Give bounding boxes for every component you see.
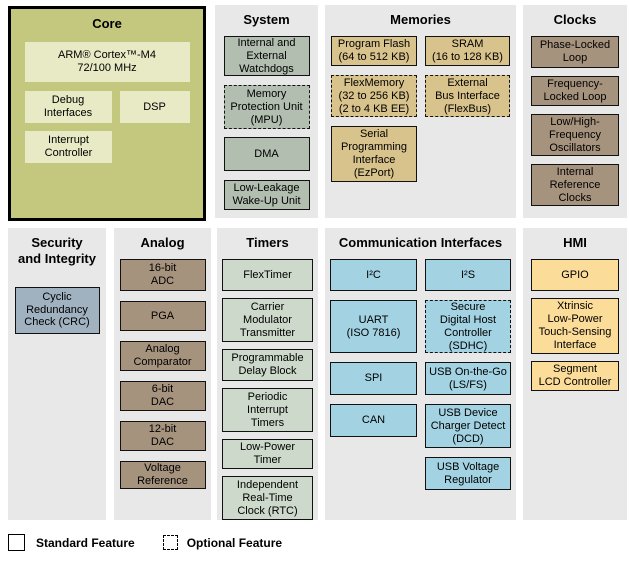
low-leakage-wake-up-unit-block: Low-Leakage Wake-Up Unit — [223, 180, 310, 211]
periodic-interrupt-timers-block: Periodic Interrupt Timers — [222, 388, 313, 433]
xtrinsic-touch-sensing-block: Xtrinsic Low-Power Touch-Sensing Interfa… — [531, 298, 619, 355]
panel-hmi: HMI GPIO Xtrinsic Low-Power Touch-Sensin… — [523, 228, 627, 520]
external-bus-interface-block: External Bus Interface (FlexBus) — [425, 75, 510, 118]
panel-memories: Memories Program Flash (64 to 512 KB) Fl… — [325, 5, 516, 218]
flextimer-block: FlexTimer — [222, 259, 313, 292]
dac-6bit-block: 6-bit DAC — [119, 381, 206, 412]
frequency-locked-loop-block: Frequency- Locked Loop — [531, 76, 619, 107]
panel-communication-interfaces: Communication Interfaces I²C UART (ISO 7… — [325, 228, 516, 520]
i2s-block: I²S — [425, 259, 511, 292]
analog-panel-title: Analog — [140, 235, 185, 250]
phase-locked-loop-block: Phase-Locked Loop — [531, 36, 619, 69]
memories-left-column: Program Flash (64 to 512 KB) FlexMemory … — [331, 36, 417, 183]
dsp-block: DSP — [119, 91, 190, 124]
carrier-modulator-transmitter-block: Carrier Modulator Transmitter — [222, 298, 313, 343]
internal-reference-clocks-block: Internal Reference Clocks — [531, 164, 619, 207]
dac-12bit-block: 12-bit DAC — [119, 421, 206, 452]
can-block: CAN — [330, 404, 417, 438]
usb-voltage-regulator-block: USB Voltage Regulator — [425, 457, 511, 491]
panel-clocks: Clocks Phase-Locked Loop Frequency- Lock… — [523, 5, 627, 218]
flexmemory-block: FlexMemory (32 to 256 KB) (2 to 4 KB EE) — [331, 75, 417, 118]
comm-right-column: I²S Secure Digital Host Controller (SDHC… — [425, 259, 511, 491]
gpio-block: GPIO — [531, 259, 619, 292]
debug-interfaces-block: Debug Interfaces — [24, 91, 112, 124]
panel-system: System Internal and External Watchdogs M… — [215, 5, 318, 218]
hmi-panel-title: HMI — [563, 235, 587, 250]
comm-left-column: I²C UART (ISO 7816) SPI CAN — [330, 259, 417, 490]
voltage-reference-block: Voltage Reference — [119, 461, 206, 490]
i2c-block: I²C — [330, 259, 417, 292]
standard-feature-label: Standard Feature — [36, 535, 135, 550]
panel-security: Security and Integrity Cyclic Redundancy… — [8, 228, 106, 520]
adc-16bit-block: 16-bit ADC — [119, 259, 206, 292]
optional-feature-label: Optional Feature — [186, 535, 283, 550]
uart-block: UART (ISO 7816) — [330, 300, 417, 354]
optional-feature-swatch — [162, 535, 178, 550]
panel-timers: Timers FlexTimer Carrier Modulator Trans… — [217, 228, 318, 521]
programmable-delay-block: Programmable Delay Block — [222, 349, 313, 382]
comm-panel-title: Communication Interfaces — [338, 235, 503, 250]
sram-block: SRAM (16 to 128 KB) — [425, 36, 510, 67]
segment-lcd-controller-block: Segment LCD Controller — [531, 361, 619, 392]
memories-right-column: SRAM (16 to 128 KB) External Bus Interfa… — [425, 36, 510, 182]
oscillators-block: Low/High- Frequency Oscillators — [531, 114, 619, 157]
core-panel-title: Core — [92, 16, 122, 31]
panel-core: Core ARM® Cortex™-M4 72/100 MHz Debug In… — [8, 6, 206, 221]
rtc-block: Independent Real-Time Clock (RTC) — [222, 476, 313, 521]
system-panel-title: System — [243, 12, 290, 27]
standard-feature-swatch — [8, 534, 25, 551]
memories-panel-title: Memories — [390, 12, 451, 27]
core-row: Debug Interfaces DSP — [24, 91, 190, 124]
usb-otg-block: USB On-the-Go (LS/FS) — [425, 362, 511, 396]
arm-cortex-m4-block: ARM® Cortex™-M4 72/100 MHz — [24, 42, 190, 83]
panel-analog: Analog 16-bit ADC PGA Analog Comparator … — [114, 228, 211, 520]
sdhc-block: Secure Digital Host Controller (SDHC) — [425, 300, 511, 354]
memories-columns: Program Flash (64 to 512 KB) FlexMemory … — [331, 36, 510, 183]
crc-block: Cyclic Redundancy Check (CRC) — [14, 286, 100, 334]
ezport-block: Serial Programming Interface (EzPort) — [331, 126, 417, 183]
interrupt-controller-block: Interrupt Controller — [25, 131, 112, 164]
spi-block: SPI — [330, 362, 417, 396]
usb-dcd-block: USB Device Charger Detect (DCD) — [425, 404, 511, 449]
legend: Standard Feature Optional Feature — [8, 534, 282, 551]
clocks-panel-title: Clocks — [553, 12, 597, 27]
timers-panel-title: Timers — [246, 235, 289, 250]
internal-external-watchdogs-block: Internal and External Watchdogs — [223, 36, 310, 77]
program-flash-block: Program Flash (64 to 512 KB) — [331, 36, 417, 67]
pga-block: PGA — [119, 301, 206, 332]
security-panel-title: Security and Integrity — [17, 235, 96, 267]
dma-block: DMA — [223, 137, 310, 172]
low-power-timer-block: Low-Power Timer — [222, 439, 313, 470]
memory-protection-unit-block: Memory Protection Unit (MPU) — [223, 85, 310, 130]
comm-columns: I²C UART (ISO 7816) SPI CAN I²S Secure D… — [330, 259, 511, 491]
analog-comparator-block: Analog Comparator — [119, 341, 206, 372]
